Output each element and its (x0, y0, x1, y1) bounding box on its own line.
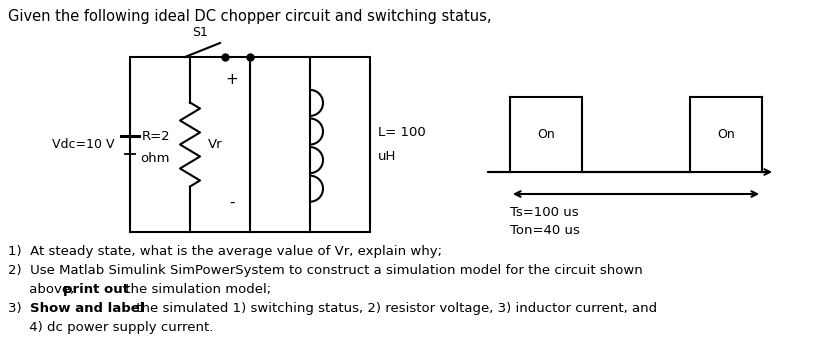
Text: Ts=100 us: Ts=100 us (510, 206, 579, 219)
Text: +: + (226, 71, 238, 86)
Text: print out: print out (63, 283, 129, 296)
Text: the simulation model;: the simulation model; (121, 283, 271, 296)
Bar (130, 57, 370, 232)
Text: On: On (537, 128, 555, 141)
Text: Vdc=10 V: Vdc=10 V (52, 138, 115, 151)
Text: Ton=40 us: Ton=40 us (510, 224, 580, 237)
Text: 3): 3) (8, 302, 30, 315)
Text: 1)  At steady state, what is the average value of Vr, explain why;: 1) At steady state, what is the average … (8, 245, 442, 258)
Text: uH: uH (378, 150, 397, 163)
Text: 4) dc power supply current.: 4) dc power supply current. (8, 321, 213, 334)
Text: 2)  Use Matlab Simulink SimPowerSystem to construct a simulation model for the c: 2) Use Matlab Simulink SimPowerSystem to… (8, 264, 643, 277)
Text: above,: above, (8, 283, 78, 296)
Text: On: On (717, 128, 735, 141)
Text: Vr: Vr (208, 138, 222, 151)
Text: Given the following ideal DC chopper circuit and switching status,: Given the following ideal DC chopper cir… (8, 9, 491, 24)
Text: the simulated 1) switching status, 2) resistor voltage, 3) inductor current, and: the simulated 1) switching status, 2) re… (132, 302, 657, 315)
Text: L= 100: L= 100 (378, 126, 426, 139)
Text: ohm: ohm (141, 152, 170, 165)
Text: Show and label: Show and label (30, 302, 144, 315)
Text: -: - (229, 195, 235, 210)
Text: S1: S1 (192, 26, 208, 39)
Text: R=2: R=2 (142, 130, 170, 143)
